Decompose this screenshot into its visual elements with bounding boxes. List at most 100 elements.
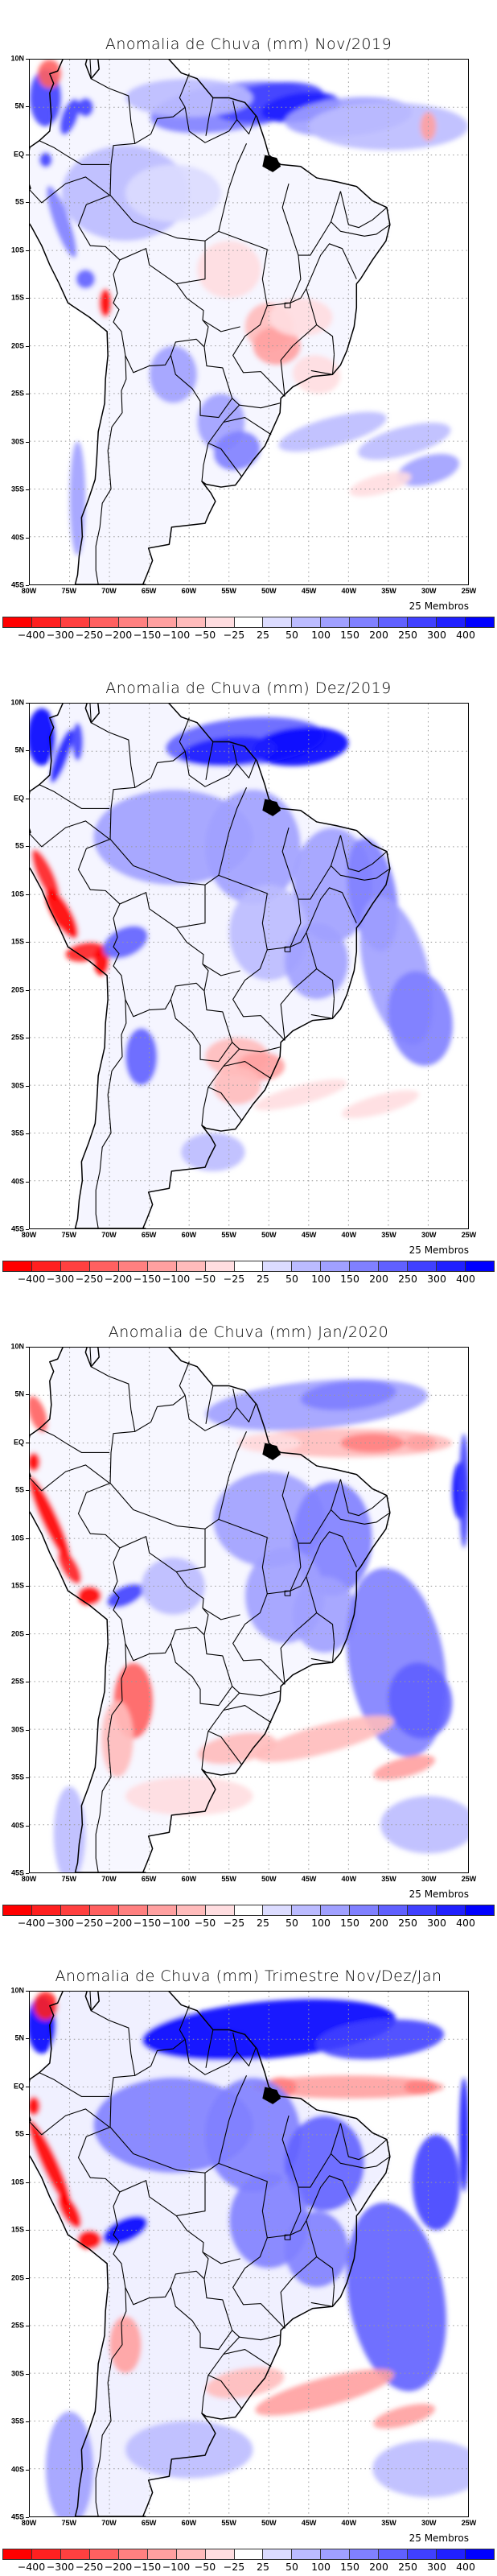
latitude-tick-label: 25S	[10, 2321, 24, 2330]
colorbar-label: 150	[340, 2561, 359, 2573]
colorbar-swatch	[118, 617, 148, 627]
latitude-tick	[26, 537, 29, 539]
political-border	[306, 887, 357, 933]
colorbar-swatch	[31, 617, 61, 627]
colorbar-swatch	[350, 1905, 380, 1915]
political-border	[306, 1531, 357, 1577]
latitude-tick-label: 40S	[10, 2465, 24, 2474]
negative-anomaly-region	[30, 1396, 48, 1433]
positive-anomaly-region	[69, 441, 86, 556]
longitude-tick-label: 50W	[261, 2519, 277, 2527]
positive-anomaly-region	[358, 423, 451, 460]
colorbar-label: 200	[369, 2561, 388, 2573]
political-border	[232, 2237, 285, 2329]
negative-anomaly-region	[293, 355, 341, 394]
political-border	[77, 2038, 242, 2409]
colorbar-label: 200	[369, 1917, 388, 1929]
positive-anomaly-region	[149, 345, 198, 403]
negative-anomaly-region	[30, 1452, 40, 1472]
negative-anomaly-region	[404, 2079, 437, 2095]
colorbar-swatch	[89, 1261, 119, 1271]
political-border	[223, 1704, 272, 1724]
latitude-tick-label: 15S	[10, 2225, 24, 2234]
colorbar-label: 300	[427, 2561, 446, 2573]
colorbar-swatch	[3, 2549, 32, 2559]
colorbar-label: −50	[194, 1273, 216, 1285]
longitude-tick-label: 40W	[341, 2519, 357, 2527]
colorbar-swatch	[466, 1261, 494, 1271]
latitude-tick	[26, 1777, 29, 1779]
latitude-tick-label: 10N	[10, 698, 24, 707]
map-frame	[29, 703, 469, 1229]
longitude-tick-label: 55W	[221, 1231, 236, 1239]
members-label: 25 Membros	[409, 1245, 469, 1256]
latitude-tick-label: 20S	[10, 985, 24, 994]
colorbar-label: 100	[311, 1273, 331, 1285]
political-border	[39, 140, 110, 165]
political-border	[331, 2153, 391, 2169]
colorbar	[2, 1905, 495, 1916]
colorbar-swatch	[321, 2549, 351, 2559]
latitude-tick-label: 5N	[14, 101, 24, 110]
positive-anomaly-region	[72, 722, 84, 762]
colorbar-label: 400	[456, 2561, 475, 2573]
colorbar-label: 150	[340, 1917, 359, 1929]
political-border	[331, 221, 391, 237]
negative-anomaly-region	[31, 848, 60, 902]
political-border	[77, 106, 242, 477]
political-border	[331, 865, 391, 881]
longitude-tick-label: 50W	[261, 587, 277, 595]
colorbar-label: −50	[194, 2561, 216, 2573]
colorbar-swatch	[408, 1905, 437, 1915]
marajo-island	[262, 155, 281, 172]
colorbar-swatch	[31, 1261, 61, 1271]
political-border	[113, 1547, 205, 1662]
negative-anomaly-region	[45, 888, 79, 939]
negative-anomaly-region	[99, 288, 113, 318]
colorbar-label: −200	[104, 629, 133, 641]
latitude-tick	[26, 1394, 29, 1396]
political-border	[310, 998, 335, 1019]
latitude-tick	[26, 1133, 29, 1135]
colorbar-label: −25	[223, 1917, 245, 1929]
latitude-tick	[26, 1991, 29, 1992]
panel-title: Anomalia de Chuva (mm) Dez/2019	[105, 679, 392, 697]
marajo-island	[262, 1443, 281, 1460]
map-frame	[29, 59, 469, 585]
latitude-tick-label: EQ	[13, 150, 24, 159]
colorbar-swatch	[437, 1905, 466, 1915]
longitude-tick-label: 45W	[301, 2519, 317, 2527]
colorbar-swatch	[292, 2549, 322, 2559]
political-border	[236, 1402, 257, 1422]
longitude-tick-label: 65W	[141, 587, 157, 595]
political-border	[298, 2123, 342, 2188]
latitude-tick-label: 10S	[10, 2178, 24, 2186]
longitude-tick-label: 30W	[421, 1231, 437, 1239]
colorbar-label: 25	[257, 1917, 269, 1929]
colorbar-label: −200	[104, 1917, 133, 1929]
political-border	[202, 320, 240, 332]
colorbar-swatch	[147, 1261, 177, 1271]
colorbar-swatch	[205, 2549, 235, 2559]
political-border	[280, 2256, 318, 2329]
latitude-tick	[26, 59, 29, 60]
colorbar-label: −25	[223, 1273, 245, 1285]
colorbar-label: −300	[46, 629, 75, 641]
political-border	[339, 1479, 388, 1517]
members-label: 25 Membros	[409, 601, 469, 612]
latitude-tick	[26, 2421, 29, 2423]
colorbar-label: −100	[162, 629, 191, 641]
latitude-tick-label: 5S	[14, 1485, 24, 1494]
positive-anomaly-region	[103, 2215, 148, 2245]
latitude-tick	[26, 2469, 29, 2471]
longitude-tick-label: 40W	[341, 1875, 357, 1883]
political-border	[205, 741, 214, 780]
political-border	[284, 1590, 291, 1596]
longitude-tick-label: 80W	[21, 587, 37, 595]
political-border	[170, 355, 233, 419]
political-border	[179, 2005, 238, 2075]
colorbar-swatch	[408, 2549, 437, 2559]
political-border	[239, 402, 281, 409]
positive-anomaly-region	[459, 2077, 468, 2192]
map-panel-3: Anomalia de Chuva (mm) Jan/2020 10N 5N EQ 5…	[0, 1288, 497, 1932]
